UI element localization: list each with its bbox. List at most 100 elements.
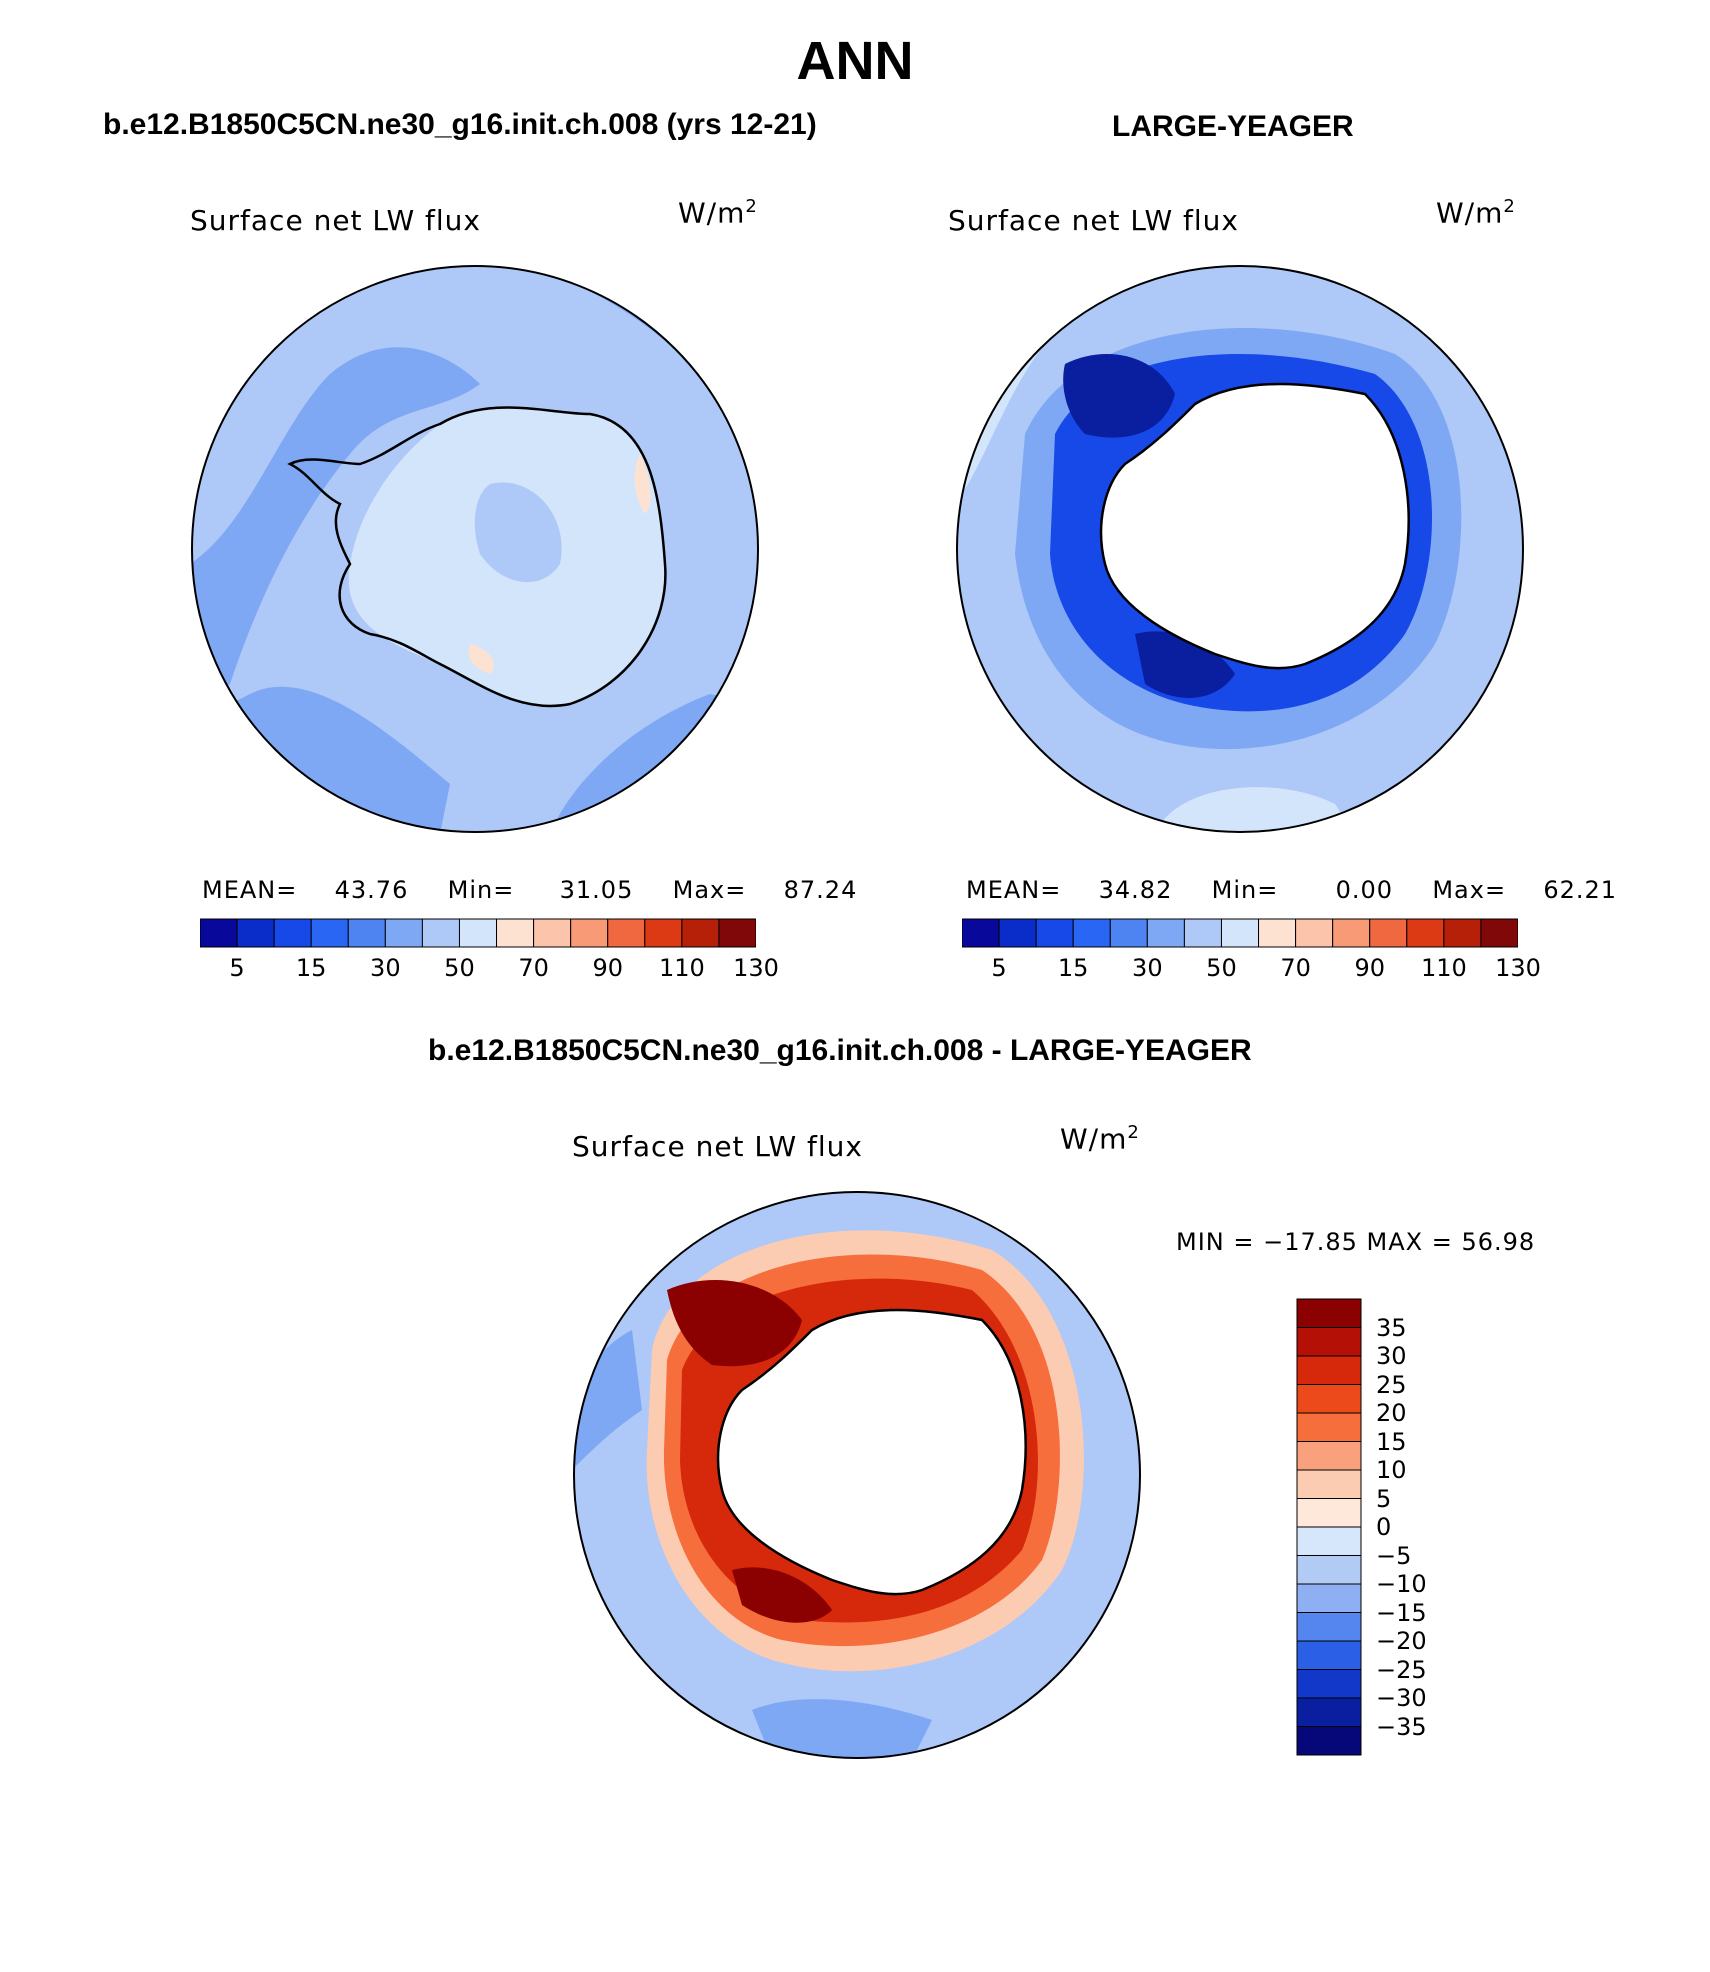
right-colorbar-swatch bbox=[1220, 918, 1260, 948]
diff-colorbar-swatch bbox=[1296, 1640, 1362, 1670]
left-colorbar-swatch bbox=[421, 918, 460, 948]
right-colorbar-swatch bbox=[1258, 918, 1297, 948]
diff-colorbar-swatch bbox=[1296, 1612, 1362, 1642]
diff-colorbar-swatch bbox=[1296, 1469, 1362, 1499]
left-variable-label: Surface net LW flux bbox=[190, 204, 481, 237]
diff-colorbar-swatch bbox=[1296, 1412, 1362, 1442]
right-colorbar-swatch bbox=[1072, 918, 1111, 948]
left-units-base: W/m bbox=[678, 196, 746, 230]
right-panel-title: LARGE-YEAGER bbox=[1112, 110, 1354, 143]
left-colorbar-swatch bbox=[347, 918, 386, 948]
left-colorbar-tick-label: 15 bbox=[295, 954, 327, 982]
right-colorbar-tick-label: 15 bbox=[1057, 954, 1089, 982]
diff-colorbar-swatch bbox=[1296, 1726, 1362, 1756]
diff-colorbar-swatch bbox=[1296, 1526, 1362, 1556]
right-colorbar-tick-label: 5 bbox=[991, 954, 1007, 982]
left-panel-title: b.e12.B1850C5CN.ne30_g16.init.ch.008 (yr… bbox=[103, 108, 817, 141]
diff-strong-warming-west bbox=[667, 1280, 802, 1367]
left-colorbar-swatch bbox=[681, 918, 720, 948]
right-colorbar-ticks: 5 15 30 50 70 90 110 130 bbox=[962, 954, 1540, 984]
diff-strong-warming-south bbox=[732, 1567, 832, 1623]
right-colorbar-swatch bbox=[998, 918, 1037, 948]
left-colorbar-swatch bbox=[496, 918, 535, 948]
right-colorbar-swatch bbox=[1109, 918, 1148, 948]
diff-units-exp: 2 bbox=[1127, 1122, 1140, 1143]
diff-coastline bbox=[716, 1308, 1027, 1596]
right-coastline bbox=[1099, 382, 1410, 670]
diff-variable-label: Surface net LW flux bbox=[572, 1130, 863, 1163]
left-colorbar-swatch bbox=[644, 918, 683, 948]
left-interior-patch bbox=[474, 482, 562, 583]
left-colorbar-ticks: 5 15 30 50 70 90 110 130 bbox=[200, 954, 778, 984]
right-colorbar-tick-label: 110 bbox=[1420, 954, 1467, 982]
diff-colorbar-swatch bbox=[1296, 1298, 1362, 1328]
diff-colorbar-tick-label: 0 bbox=[1376, 1513, 1392, 1541]
left-colorbar-swatch bbox=[607, 918, 646, 948]
left-colorbar-tick-label: 50 bbox=[444, 954, 475, 982]
left-map-border bbox=[191, 265, 759, 833]
left-colorbar-swatch bbox=[200, 918, 238, 948]
right-units-base: W/m bbox=[1436, 196, 1504, 230]
diff-blue-patch-south bbox=[752, 1699, 932, 1758]
right-min-value: 0.00 bbox=[1335, 876, 1394, 904]
right-units-exp: 2 bbox=[1503, 196, 1516, 217]
left-min-value: 31.05 bbox=[559, 876, 634, 904]
diff-panel-title: b.e12.B1850C5CN.ne30_g16.init.ch.008 - L… bbox=[428, 1034, 1252, 1067]
right-colorbar-tick-label: 90 bbox=[1354, 954, 1385, 982]
right-strong-cooling-south bbox=[1135, 631, 1235, 698]
diff-polar-map bbox=[573, 1191, 1141, 1759]
diff-units-label: W/m2 bbox=[1060, 1122, 1140, 1155]
left-colorbar-swatch bbox=[570, 918, 609, 948]
left-units-exp: 2 bbox=[745, 196, 758, 217]
left-units-label: W/m2 bbox=[678, 196, 758, 229]
diff-colorbar-tick-label: 15 bbox=[1376, 1427, 1407, 1456]
left-colorbar-tick-label: 5 bbox=[229, 954, 245, 982]
right-colorbar-swatch bbox=[1146, 918, 1185, 948]
diff-map-border bbox=[573, 1191, 1141, 1759]
right-min-label: Min= bbox=[1211, 876, 1279, 904]
right-colorbar-swatch bbox=[1406, 918, 1445, 948]
left-max-value: 87.24 bbox=[783, 876, 858, 904]
right-units-label: W/m2 bbox=[1436, 196, 1516, 229]
diff-colorbar-tick-label: 10 bbox=[1376, 1456, 1407, 1484]
diff-colorbar-tick-label: 35 bbox=[1376, 1313, 1407, 1342]
diff-colorbar bbox=[1296, 1298, 1362, 1756]
diff-colorbar-tick-label: −35 bbox=[1376, 1712, 1427, 1741]
right-pale-band-south bbox=[1155, 787, 1355, 832]
diff-units-base: W/m bbox=[1060, 1122, 1128, 1156]
left-colorbar-swatch bbox=[273, 918, 312, 948]
left-mean-value: 43.76 bbox=[334, 876, 409, 904]
diff-colorbar-tick-label: −25 bbox=[1376, 1655, 1427, 1684]
diff-colorbar-swatch bbox=[1296, 1441, 1362, 1471]
diff-colorbar-tick-label: −5 bbox=[1376, 1541, 1412, 1570]
diff-blue-patch-west bbox=[574, 1330, 642, 1470]
diff-land-mask bbox=[718, 1310, 1026, 1595]
right-stats: MEAN= 34.82 Min= 0.00 Max= 62.21 bbox=[966, 876, 1617, 904]
right-map-border bbox=[956, 265, 1524, 833]
diff-colorbar-swatch bbox=[1296, 1498, 1362, 1528]
left-colorbar-swatch bbox=[458, 918, 498, 948]
left-min-label: Min= bbox=[447, 876, 515, 904]
right-colorbar-swatch bbox=[1295, 918, 1334, 948]
right-strong-cooling-west bbox=[1063, 354, 1175, 438]
left-colorbar-swatch bbox=[236, 918, 275, 948]
right-colorbar-swatch bbox=[1332, 918, 1371, 948]
right-colorbar-swatch bbox=[1035, 918, 1074, 948]
left-stats: MEAN= 43.76 Min= 31.05 Max= 87.24 bbox=[202, 876, 857, 904]
left-colorbar-tick-label: 130 bbox=[733, 954, 779, 982]
right-colorbar-tick-label: 70 bbox=[1280, 954, 1311, 982]
diff-colorbar-tick-label: 30 bbox=[1376, 1342, 1407, 1370]
left-warm-spot-south bbox=[468, 644, 494, 674]
right-mean-label: MEAN= bbox=[966, 876, 1062, 904]
right-colorbar-swatch bbox=[1183, 918, 1222, 948]
left-max-label: Max= bbox=[672, 876, 747, 904]
left-colorbar-tick-label: 90 bbox=[592, 954, 623, 982]
right-max-label: Max= bbox=[1432, 876, 1507, 904]
right-colorbar-swatch bbox=[1480, 918, 1518, 948]
left-mean-label: MEAN= bbox=[202, 876, 298, 904]
diff-colorbar-swatch bbox=[1296, 1384, 1362, 1414]
left-colorbar-swatch bbox=[718, 918, 756, 948]
diff-colorbar-swatch bbox=[1296, 1583, 1362, 1613]
right-colorbar-swatch bbox=[962, 918, 1000, 948]
right-colorbar-tick-label: 30 bbox=[1132, 954, 1163, 982]
